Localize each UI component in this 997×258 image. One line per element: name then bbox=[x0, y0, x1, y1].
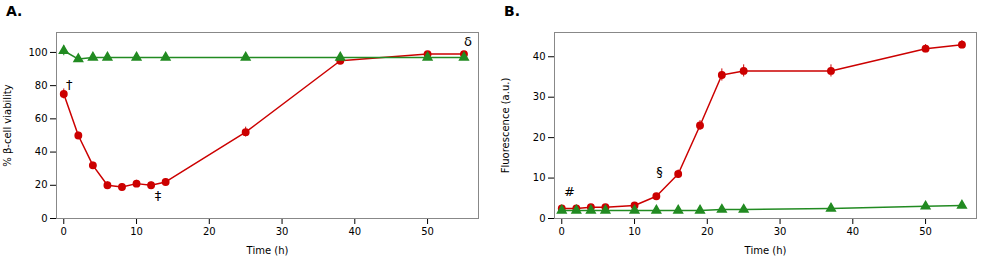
svg-text:†: † bbox=[66, 77, 73, 92]
svg-text:30: 30 bbox=[533, 91, 546, 102]
html-text:A.: A. bbox=[6, 3, 23, 19]
svg-text:10: 10 bbox=[130, 226, 143, 237]
svg-text:Fluorescence (a.u.): Fluorescence (a.u.) bbox=[500, 78, 511, 174]
svg-text:30: 30 bbox=[774, 226, 787, 237]
svg-text:20: 20 bbox=[35, 179, 48, 190]
svg-text:20: 20 bbox=[203, 226, 216, 237]
svg-text:20: 20 bbox=[533, 132, 546, 143]
svg-text:50: 50 bbox=[421, 226, 434, 237]
svg-text:0: 0 bbox=[559, 226, 565, 237]
svg-text:100: 100 bbox=[28, 47, 47, 58]
svg-text:0: 0 bbox=[41, 213, 47, 224]
svg-text:0: 0 bbox=[61, 226, 67, 237]
svg-text:50: 50 bbox=[919, 226, 932, 237]
svg-text:40: 40 bbox=[35, 146, 48, 157]
svg-text:‡: ‡ bbox=[155, 188, 162, 203]
svg-text:40: 40 bbox=[348, 226, 361, 237]
svg-text:§: § bbox=[656, 164, 663, 179]
svg-text:80: 80 bbox=[35, 80, 48, 91]
svg-text:% β-cell viability: % β-cell viability bbox=[2, 84, 13, 166]
svg-text:40: 40 bbox=[533, 51, 546, 62]
svg-text:#: # bbox=[564, 184, 575, 199]
svg-text:δ: δ bbox=[464, 34, 472, 49]
svg-text:60: 60 bbox=[35, 113, 48, 124]
html-text:B.: B. bbox=[504, 3, 520, 19]
svg-text:10: 10 bbox=[628, 226, 641, 237]
svg-text:10: 10 bbox=[533, 172, 546, 183]
svg-text:0: 0 bbox=[539, 213, 545, 224]
svg-text:40: 40 bbox=[846, 226, 859, 237]
svg-text:Time (h): Time (h) bbox=[246, 245, 289, 256]
svg-text:20: 20 bbox=[701, 226, 714, 237]
svg-text:30: 30 bbox=[276, 226, 289, 237]
svg-text:Time (h): Time (h) bbox=[744, 245, 787, 256]
